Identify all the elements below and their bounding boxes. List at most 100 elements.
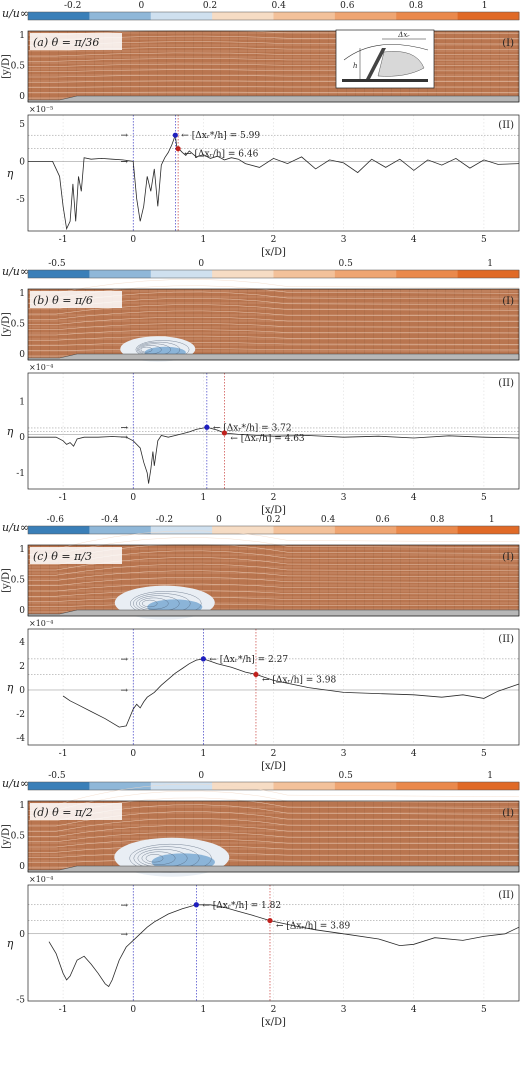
colorbar-segment [150,12,213,20]
panel-tag-bottom: (II) [498,634,514,645]
colorbar-segment [273,270,336,278]
colorbar-label: u/u∞ [2,777,29,790]
blue-marker-label: ← [Δxᵣ*/h] = 5.99 [181,131,260,141]
eta-frame [27,114,520,232]
eta-plot-area [28,115,519,231]
wall-surface [27,609,520,617]
panel-tag-bottom: (II) [498,120,514,131]
colorbar-segment [457,782,520,790]
eta-axis-label: η [7,681,14,694]
eta-y-tick-label: -5 [16,195,25,205]
flow-y-tick-label: 0.5 [11,320,26,330]
colorbar-tick-label: 0.5 [339,259,354,269]
colorbar-tick-label: -0.5 [48,259,66,269]
colorbar-segment [212,782,274,790]
colorbar-segment [457,526,520,534]
colorbar-segment [150,270,213,278]
colorbar-tick-label: 1 [487,259,493,269]
eta-series-line [48,904,520,988]
x-tick-label: 5 [481,1005,487,1015]
streamline [28,570,520,581]
colorbar-frame [27,269,520,279]
x-tick-label: 5 [481,749,487,759]
blue-marker-point [172,132,178,138]
eta-y-tick-label: -1 [16,469,25,479]
x-axis-label: [x/D] [261,247,286,258]
blue-marker-point [193,902,199,908]
x-tick-label: 3 [341,493,347,503]
streamline [28,557,520,571]
red-arrow-indicator: → [120,930,128,940]
recirculation-streamline [139,597,169,610]
blue-marker-point [204,424,210,430]
streamline [28,530,520,550]
wall-surface [27,353,520,361]
colorbar-tick-label: 0.6 [340,1,355,11]
x-axis-label: [x/D] [261,505,286,516]
x-tick-label: 5 [481,493,487,503]
flow-y-axis-label: [y/D] [1,312,12,337]
x-tick-label: 5 [481,235,487,245]
flow-y-tick-label: 0 [19,350,25,360]
red-marker-label: ← [Δxᵣ/h] = 4.63 [230,434,305,444]
flow-y-axis-label: [y/D] [1,568,12,593]
x-tick-label: 4 [411,235,417,245]
colorbar-frame [27,525,520,535]
x-tick-label: 4 [411,1005,417,1015]
flow-frame [27,288,520,361]
x-tick-label: 0 [130,1005,136,1015]
eta-plot-area [28,629,519,745]
x-tick-label: 3 [341,1005,347,1015]
x-tick-label: 0 [130,749,136,759]
eta-y-tick-label: 4 [19,638,25,648]
panel-title: (b) θ = π/6 [33,294,93,307]
eta-y-tick-label: -2 [16,710,25,720]
colorbar-segment [28,782,90,790]
x-tick-label: 3 [341,235,347,245]
x-tick-label: 2 [271,749,277,759]
inset-h-label: h [353,62,358,70]
eta-plot-area [28,885,519,1001]
x-tick-label: 0 [130,235,136,245]
colorbar-tick-label: 0 [216,515,222,525]
panel-tag-top: (I) [502,552,514,563]
eta-exponent-label: ×10⁻⁴ [29,619,53,628]
panel-tag-top: (I) [502,808,514,819]
panel-title: (a) θ = π/36 [33,36,99,49]
colorbar-tick-label: -0.5 [48,771,66,781]
panel-title-box [30,803,122,820]
inset-streamline [343,44,429,61]
panel-tag-top: (I) [502,296,514,307]
colorbar-tick-label: 1 [487,771,493,781]
panel-b: u/u∞ -0.5 0 0.5 1 [y/D] 0 0.5 1 (b) θ = π/6 (I) →→ ←… [1,259,520,516]
geometry-inset: Δxᵣ h [335,29,435,89]
flow-y-tick-label: 0.5 [11,832,26,842]
inset-dx-label: Δxᵣ [397,31,410,39]
eta-axis-label: η [7,425,14,438]
red-marker-point [267,917,273,924]
x-axis-label: [x/D] [261,761,286,772]
blue-arrow-indicator: → [120,901,128,911]
streamline [28,304,520,315]
eta-frame [27,628,520,746]
x-tick-label: 0 [130,493,136,503]
streamline [28,783,520,806]
inset-wall [342,79,428,82]
colorbar-tick-label: 0.5 [339,771,354,781]
blue-arrow-indicator: → [120,423,128,433]
eta-y-tick-label: 2 [19,662,25,672]
colorbar-segment [396,526,459,534]
colorbar-tick-label: 0.8 [430,515,445,525]
colorbar-tick-label: 0.2 [203,1,217,11]
streamline [28,818,520,832]
streamline [28,58,520,62]
colorbar-segment [212,12,274,20]
colorbar-frame [27,781,520,791]
recirculation-streamline [140,346,153,353]
x-tick-label: 4 [411,493,417,503]
colorbar-tick-label: 1 [482,1,488,11]
flow-y-axis-label: [y/D] [1,54,12,79]
streamline [28,831,520,842]
eta-y-tick-label: -4 [16,734,25,744]
colorbar-segment [396,270,459,278]
